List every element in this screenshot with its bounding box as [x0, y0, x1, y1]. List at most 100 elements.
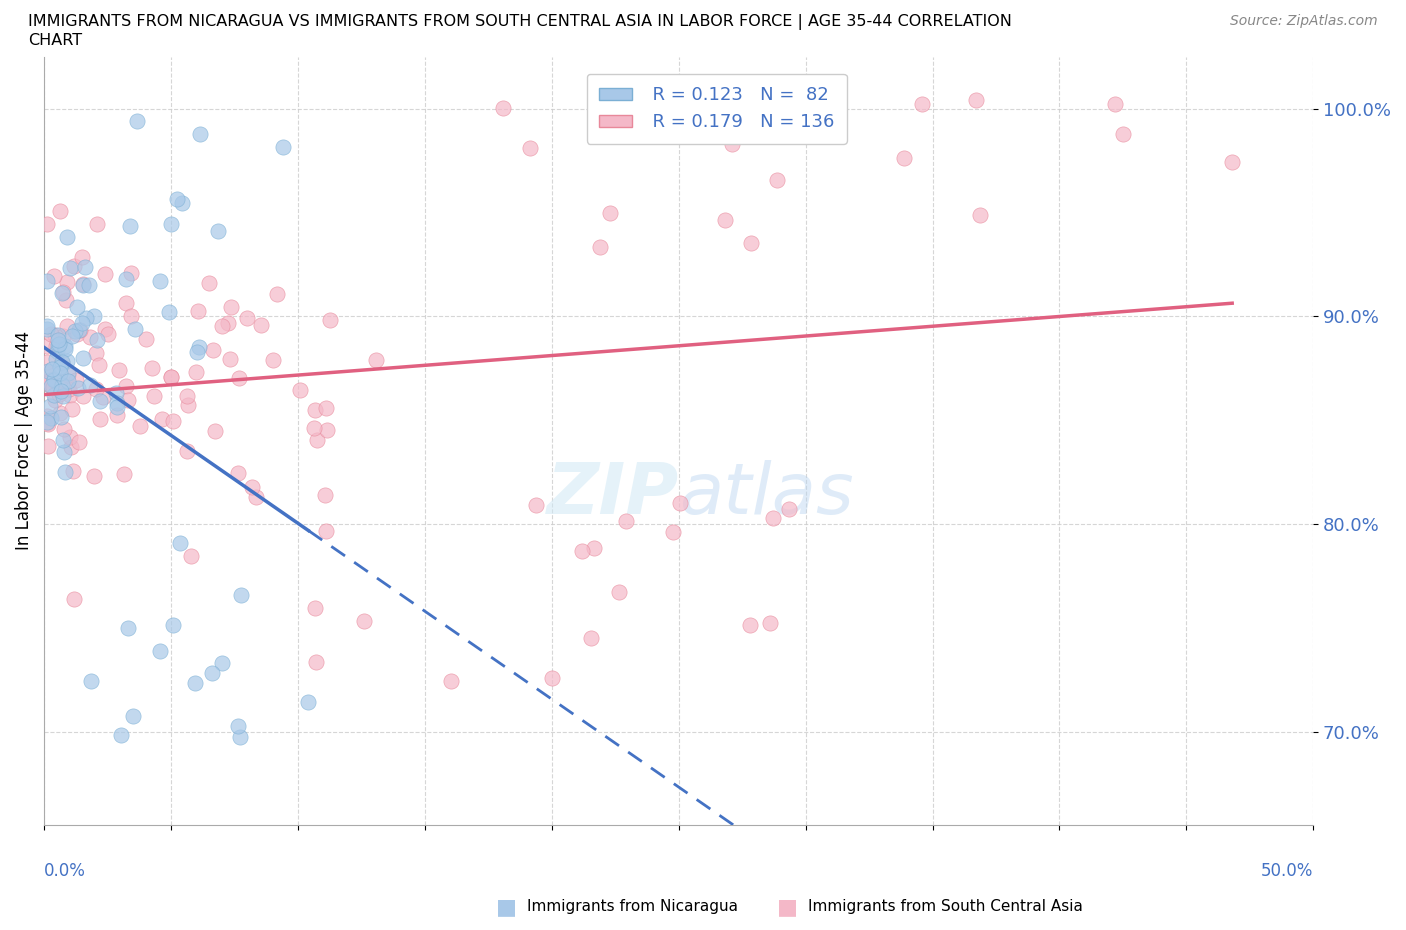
Point [231, 588, 253, 603]
Point [39, 373, 62, 388]
Point [614, 513, 637, 528]
Point [589, 240, 612, 255]
Point [42, 388, 65, 403]
Point [89, 394, 111, 409]
Point [219, 299, 242, 314]
Point [302, 420, 325, 435]
Point [304, 601, 326, 616]
Point [720, 137, 742, 152]
Point [226, 719, 249, 734]
Point [72, 250, 94, 265]
Point [169, 536, 191, 551]
Point [39, 378, 62, 392]
Point [80, 674, 103, 689]
Point [89, 357, 111, 372]
Point [120, 266, 142, 281]
Point [117, 392, 139, 407]
Point [108, 363, 131, 378]
Point [184, 365, 207, 379]
Point [662, 525, 685, 539]
Text: atlas: atlas [679, 460, 853, 529]
Point [211, 318, 233, 333]
Point [315, 524, 337, 538]
Point [669, 496, 692, 511]
Point [166, 192, 188, 206]
Point [599, 206, 621, 220]
Point [228, 371, 250, 386]
Point [271, 140, 294, 154]
Legend:   R = 0.123   N =  82,   R = 0.179   N = 136: R = 0.123 N = 82, R = 0.179 N = 136 [586, 73, 846, 144]
Point [262, 353, 284, 368]
Point [44, 372, 66, 387]
Point [202, 343, 225, 358]
Point [42, 269, 65, 284]
Point [124, 322, 146, 337]
Point [160, 370, 183, 385]
Point [198, 275, 221, 290]
Point [41, 326, 63, 341]
Point [51, 354, 73, 369]
Point [35, 318, 58, 333]
Point [492, 101, 515, 116]
Text: Source: ZipAtlas.com: Source: ZipAtlas.com [1230, 14, 1378, 28]
Point [162, 618, 184, 632]
Point [184, 675, 207, 690]
Point [893, 151, 915, 166]
Point [120, 308, 142, 323]
Point [55, 230, 77, 245]
Point [541, 671, 564, 685]
Point [51, 286, 73, 300]
Point [49, 365, 72, 380]
Point [186, 344, 208, 359]
Point [72, 351, 94, 365]
Point [58, 365, 80, 380]
Text: IMMIGRANTS FROM NICARAGUA VS IMMIGRANTS FROM SOUTH CENTRAL ASIA IN LABOR FORCE |: IMMIGRANTS FROM NICARAGUA VS IMMIGRANTS … [28, 14, 1012, 30]
Point [72, 277, 94, 292]
Point [112, 467, 135, 482]
Point [162, 413, 184, 428]
Text: 50.0%: 50.0% [1261, 862, 1313, 881]
Point [738, 618, 761, 632]
Text: CHART: CHART [28, 33, 82, 47]
Point [149, 644, 172, 658]
Point [35, 355, 58, 370]
Point [53, 421, 76, 436]
Point [51, 355, 73, 370]
Point [49, 373, 72, 388]
Point [114, 379, 136, 393]
Point [59, 261, 82, 276]
Point [83, 469, 105, 484]
Point [125, 113, 148, 128]
Point [114, 272, 136, 286]
Point [571, 544, 593, 559]
Point [122, 708, 145, 723]
Point [66, 380, 89, 395]
Point [45, 339, 67, 354]
Point [59, 439, 82, 454]
Point [35, 322, 58, 337]
Point [35, 365, 58, 379]
Point [56, 373, 79, 388]
Point [1104, 97, 1126, 112]
Point [150, 412, 173, 427]
Point [236, 311, 259, 325]
Point [714, 213, 737, 228]
Point [53, 339, 76, 354]
Point [59, 387, 82, 402]
Point [579, 631, 602, 645]
Point [77, 278, 100, 293]
Point [149, 273, 172, 288]
Point [75, 311, 97, 325]
Point [177, 398, 200, 413]
Point [35, 416, 58, 431]
Point [56, 368, 79, 383]
Point [63, 324, 86, 339]
Point [91, 390, 114, 405]
Point [910, 97, 932, 112]
Point [89, 412, 111, 427]
Point [288, 382, 311, 397]
Point [965, 92, 987, 107]
Point [86, 381, 108, 396]
Point [52, 388, 75, 403]
Point [46, 333, 69, 348]
